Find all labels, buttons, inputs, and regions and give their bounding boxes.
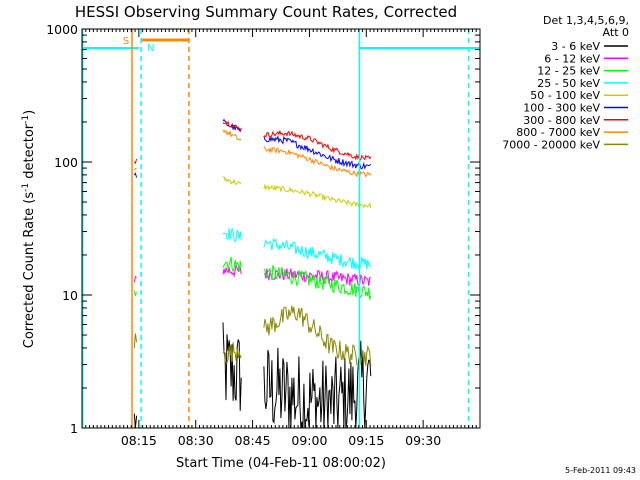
y-axis-label-exp2: -1 xyxy=(21,115,31,124)
legend-title-line-2: Att 0 xyxy=(603,26,629,39)
footer-date: 5-Feb-2011 09:43 xyxy=(565,466,636,475)
legend-label-3: 25 - 50 keV xyxy=(537,77,600,90)
legend-label-5: 100 - 300 keV xyxy=(523,102,600,115)
legend-label-2: 12 - 25 keV xyxy=(537,65,600,78)
saa-marker-label: S xyxy=(123,36,129,47)
legend-label-4: 50 - 100 keV xyxy=(530,89,600,102)
legend-label-6: 300 - 800 keV xyxy=(523,114,600,127)
legend-label-0: 3 - 6 keV xyxy=(551,40,600,53)
night-marker-label: N xyxy=(147,43,154,54)
legend-label-1: 6 - 12 keV xyxy=(544,52,600,65)
marker-layer: SN xyxy=(81,29,480,428)
legend-label-7: 800 - 7000 keV xyxy=(516,126,600,139)
x-tick-label-3: 09:00 xyxy=(291,433,327,448)
x-axis-label: Start Time (04-Feb-11 08:00:02) xyxy=(176,456,386,471)
legend-title-line-1: Det 1,3,4,5,6,9, xyxy=(543,14,629,27)
x-tick-label-5: 09:30 xyxy=(405,433,441,448)
y-axis-label-main: Corrected Count Rate (s xyxy=(22,192,37,349)
series-line-7 xyxy=(133,129,372,178)
x-tick-label-1: 08:30 xyxy=(178,433,214,448)
y-tick-label-3: 1000 xyxy=(46,22,78,37)
legend-label-8: 7000 - 20000 keV xyxy=(502,138,600,151)
y-axis-ticks: 1 10 100 1000 xyxy=(46,22,480,436)
chart-title: HESSI Observing Summary Count Rates, Cor… xyxy=(75,3,457,21)
x-tick-label-4: 09:15 xyxy=(348,433,384,448)
x-tick-label-0: 08:15 xyxy=(121,433,157,448)
y-axis-label-mid: detector xyxy=(22,123,37,183)
x-tick-label-2: 08:45 xyxy=(235,433,271,448)
series-line-6 xyxy=(133,120,372,165)
y-tick-label-2: 100 xyxy=(54,155,78,170)
plot-frame xyxy=(81,28,481,429)
series-line-4 xyxy=(222,176,372,209)
x-axis-ticks: 08:15 08:30 08:45 09:00 09:15 09:30 xyxy=(81,29,481,448)
y-tick-label-0: 1 xyxy=(70,421,78,436)
data-layer xyxy=(133,118,372,429)
series-line-2 xyxy=(133,256,372,300)
y-axis-label-exp1: -1 xyxy=(21,183,31,192)
series-line-8 xyxy=(133,305,372,367)
series-line-3 xyxy=(222,227,372,270)
y-tick-label-1: 10 xyxy=(62,288,78,303)
y-axis-label-close: ) xyxy=(22,110,37,115)
y-axis-label: Corrected Count Rate (s-1 detector-1) xyxy=(21,110,37,348)
